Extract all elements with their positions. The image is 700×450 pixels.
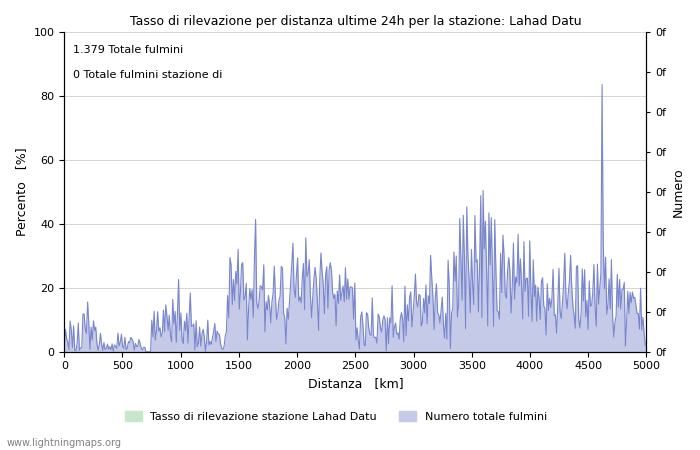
Text: 0 Totale fulmini stazione di: 0 Totale fulmini stazione di [73,70,223,80]
Y-axis label: Percento   [%]: Percento [%] [15,148,28,236]
X-axis label: Distanza   [km]: Distanza [km] [307,377,403,390]
Y-axis label: Numero: Numero [672,167,685,216]
Title: Tasso di rilevazione per distanza ultime 24h per la stazione: Lahad Datu: Tasso di rilevazione per distanza ultime… [130,15,581,28]
Text: 1.379 Totale fulmini: 1.379 Totale fulmini [73,45,183,55]
Text: www.lightningmaps.org: www.lightningmaps.org [7,438,122,448]
Legend: Tasso di rilevazione stazione Lahad Datu, Numero totale fulmini: Tasso di rilevazione stazione Lahad Datu… [120,407,552,427]
